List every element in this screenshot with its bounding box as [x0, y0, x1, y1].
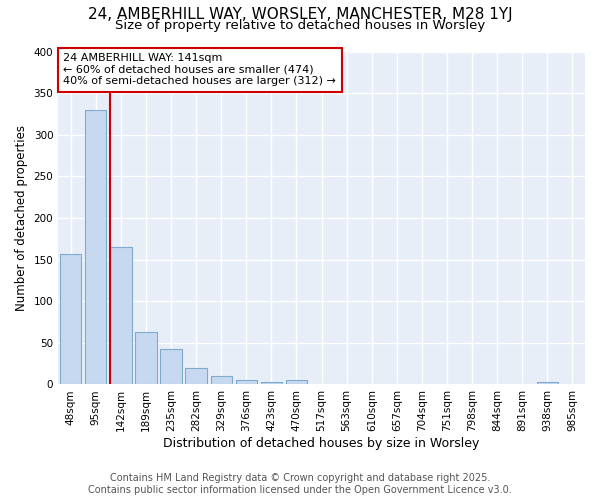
Bar	[185, 368, 207, 384]
Bar	[211, 376, 232, 384]
X-axis label: Distribution of detached houses by size in Worsley: Distribution of detached houses by size …	[163, 437, 480, 450]
Text: Contains HM Land Registry data © Crown copyright and database right 2025.
Contai: Contains HM Land Registry data © Crown c…	[88, 474, 512, 495]
Bar	[286, 380, 307, 384]
Text: 24, AMBERHILL WAY, WORSLEY, MANCHESTER, M28 1YJ: 24, AMBERHILL WAY, WORSLEY, MANCHESTER, …	[88, 8, 512, 22]
Text: Size of property relative to detached houses in Worsley: Size of property relative to detached ho…	[115, 19, 485, 32]
Bar	[60, 254, 82, 384]
Bar	[537, 382, 558, 384]
Y-axis label: Number of detached properties: Number of detached properties	[15, 125, 28, 311]
Bar	[160, 350, 182, 384]
Bar	[236, 380, 257, 384]
Bar	[136, 332, 157, 384]
Text: 24 AMBERHILL WAY: 141sqm
← 60% of detached houses are smaller (474)
40% of semi-: 24 AMBERHILL WAY: 141sqm ← 60% of detach…	[64, 53, 337, 86]
Bar	[85, 110, 106, 384]
Bar	[110, 247, 131, 384]
Bar	[261, 382, 282, 384]
